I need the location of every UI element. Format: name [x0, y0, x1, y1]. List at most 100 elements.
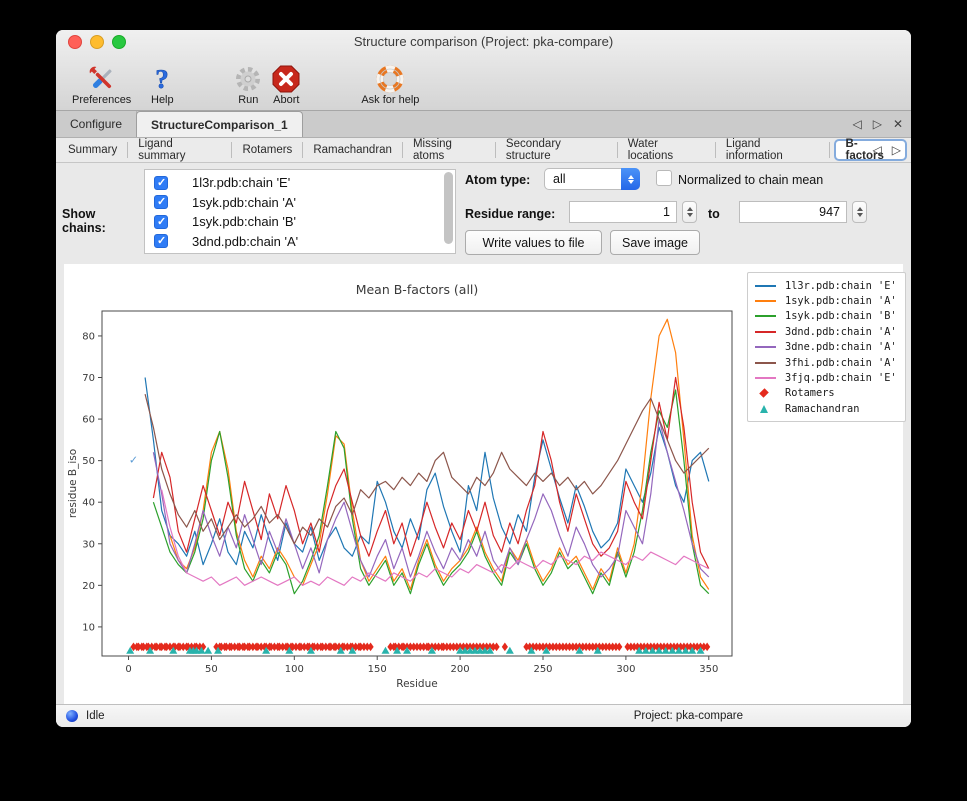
- rotamers-marker: [606, 642, 613, 652]
- legend-label: 3fjq.pdb:chain 'E': [785, 372, 897, 385]
- chain-list-item[interactable]: 1syk.pdb:chain 'A': [145, 193, 455, 213]
- save-image-button[interactable]: Save image: [610, 230, 700, 255]
- rotamers-marker: [536, 642, 543, 652]
- subtab-b-factors[interactable]: B-factors: [833, 138, 907, 162]
- rotamers-marker: [586, 642, 593, 652]
- rotamers-marker: [289, 642, 296, 652]
- legend-label: 3dne.pdb:chain 'A': [785, 341, 897, 354]
- legend-line-swatch: [755, 300, 776, 303]
- ramachandran-marker: [381, 646, 390, 654]
- legend-entry: 1l3r.pdb:chain 'E': [755, 278, 898, 293]
- chain-checkbox[interactable]: [154, 214, 168, 229]
- minimize-window-button[interactable]: [90, 34, 104, 49]
- report-tabs: Summary Ligand summary Rotamers Ramachandra…: [58, 138, 911, 162]
- series-3dnd-pdb-chain-a: [152, 376, 710, 569]
- range-to-stepper[interactable]: [852, 201, 867, 223]
- chain-checkbox[interactable]: [154, 195, 168, 210]
- ramachandran-marker: [575, 646, 584, 654]
- rotamers-marker: [546, 642, 553, 652]
- subtab-prev-icon[interactable]: ◁: [872, 143, 882, 157]
- rotamers-marker: [463, 642, 470, 652]
- rotamers-marker: [158, 642, 165, 652]
- rotamers-marker: [670, 642, 678, 652]
- show-chains-label: Show chains:: [62, 207, 106, 235]
- rotamers-marker: [360, 642, 368, 652]
- ask-for-help-label: Ask for help: [361, 94, 420, 106]
- zoom-window-button[interactable]: [112, 34, 126, 49]
- tab-structurecomparison-1[interactable]: StructureComparison_1: [136, 111, 303, 137]
- legend-entry: 1syk.pdb:chain 'A': [755, 293, 898, 308]
- scrollbar-thumb[interactable]: [444, 172, 453, 244]
- legend-line-swatch: [755, 361, 776, 364]
- x-tick-label: 200: [451, 664, 470, 675]
- chain-list-item[interactable]: 3dnd.pdb:chain 'A': [145, 232, 455, 252]
- subtab-ramachandran[interactable]: Ramachandran: [303, 142, 403, 158]
- ramachandran-marker: [214, 646, 223, 654]
- legend-entry: 3fhi.pdb:chain 'A': [755, 355, 898, 370]
- rotamers-marker: [271, 642, 278, 652]
- subtab-water-locations[interactable]: Water locations: [618, 138, 716, 162]
- rotamers-marker: [704, 642, 711, 652]
- ask-for-help-button[interactable]: Ask for help: [361, 63, 419, 107]
- range-from-stepper[interactable]: [682, 201, 697, 223]
- rotamers-marker: [166, 642, 174, 652]
- write-values-button[interactable]: Write values to file: [465, 230, 602, 255]
- rotamers-marker: [413, 642, 421, 652]
- rotamer-diamond-icon: [759, 388, 769, 399]
- x-tick-label: 250: [533, 664, 552, 675]
- subtab-summary[interactable]: Summary: [58, 142, 129, 158]
- ramachandran-marker: [146, 646, 155, 654]
- tab-prev-icon[interactable]: ◁: [852, 117, 862, 131]
- y-axis-label: residue B_iso: [67, 449, 79, 518]
- abort-button[interactable]: Abort: [271, 63, 301, 107]
- rotamers-marker: [163, 642, 170, 652]
- chain-list-item[interactable]: 1l3r.pdb:chain 'E': [145, 173, 455, 193]
- rotamers-marker: [135, 642, 142, 652]
- chain-checkbox[interactable]: [154, 175, 168, 190]
- range-from-input[interactable]: [569, 201, 677, 223]
- rotamers-marker: [654, 642, 661, 652]
- rotamers-marker: [410, 642, 417, 652]
- atom-type-select[interactable]: all: [544, 168, 640, 190]
- rotamers-marker: [592, 642, 600, 652]
- rotamers-marker: [450, 642, 457, 652]
- range-to-input[interactable]: [739, 201, 847, 223]
- rotamers-marker: [387, 642, 394, 652]
- rotamers-marker: [556, 642, 563, 652]
- preferences-button[interactable]: Preferences: [72, 63, 131, 107]
- y-tick-label: 30: [82, 539, 95, 550]
- ramachandran-marker: [169, 646, 178, 654]
- rotamers-marker: [367, 642, 374, 652]
- rotamers-marker: [583, 642, 590, 652]
- rotamers-marker: [616, 642, 623, 652]
- legend-label: Ramachandran: [785, 402, 860, 415]
- rotamers-marker: [249, 642, 256, 652]
- close-window-button[interactable]: [68, 34, 82, 49]
- subtab-rotamers[interactable]: Rotamers: [232, 142, 304, 158]
- tab-close-icon[interactable]: ✕: [892, 117, 903, 131]
- run-button[interactable]: Run: [233, 63, 263, 107]
- subtab-ligand-summary[interactable]: Ligand summary: [128, 138, 233, 162]
- rotamers-marker: [529, 642, 537, 652]
- title-bar: Structure comparison (Project: pka-compa…: [56, 30, 911, 53]
- tab-next-icon[interactable]: ▷: [872, 117, 882, 131]
- chain-checkbox[interactable]: [154, 234, 168, 249]
- rotamers-marker: [553, 642, 560, 652]
- ramachandran-marker: [126, 646, 135, 654]
- report-tab-bar: Summary Ligand summary Rotamers Ramachandra…: [56, 138, 911, 163]
- subtab-secondary-structure[interactable]: Secondary structure: [496, 138, 618, 162]
- tab-configure[interactable]: Configure: [56, 111, 138, 137]
- chain-list-scrollbar[interactable]: [444, 172, 453, 251]
- subtab-next-icon[interactable]: ▷: [891, 143, 901, 157]
- rotamers-marker: [335, 642, 343, 652]
- subtab-missing-atoms[interactable]: Missing atoms: [403, 138, 496, 162]
- subtab-ligand-information[interactable]: Ligand information: [716, 138, 830, 162]
- atom-type-label: Atom type:: [465, 173, 531, 187]
- rotamers-marker: [470, 642, 477, 652]
- help-button[interactable]: ? Help: [149, 63, 175, 107]
- chain-label: 3dnd.pdb:chain 'A': [192, 233, 299, 249]
- rotamers-marker: [637, 642, 644, 652]
- ramachandran-marker: [306, 646, 315, 654]
- chain-list-item[interactable]: 1syk.pdb:chain 'B': [145, 212, 455, 232]
- normalized-checkbox[interactable]: [656, 170, 672, 186]
